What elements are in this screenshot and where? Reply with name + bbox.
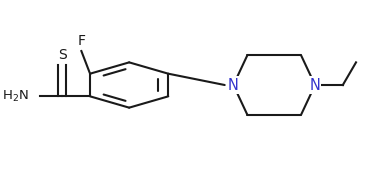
Text: H$_2$N: H$_2$N: [3, 89, 29, 104]
Text: F: F: [77, 35, 85, 48]
Text: S: S: [58, 48, 67, 62]
Text: N: N: [228, 78, 239, 93]
Text: N: N: [310, 78, 320, 93]
